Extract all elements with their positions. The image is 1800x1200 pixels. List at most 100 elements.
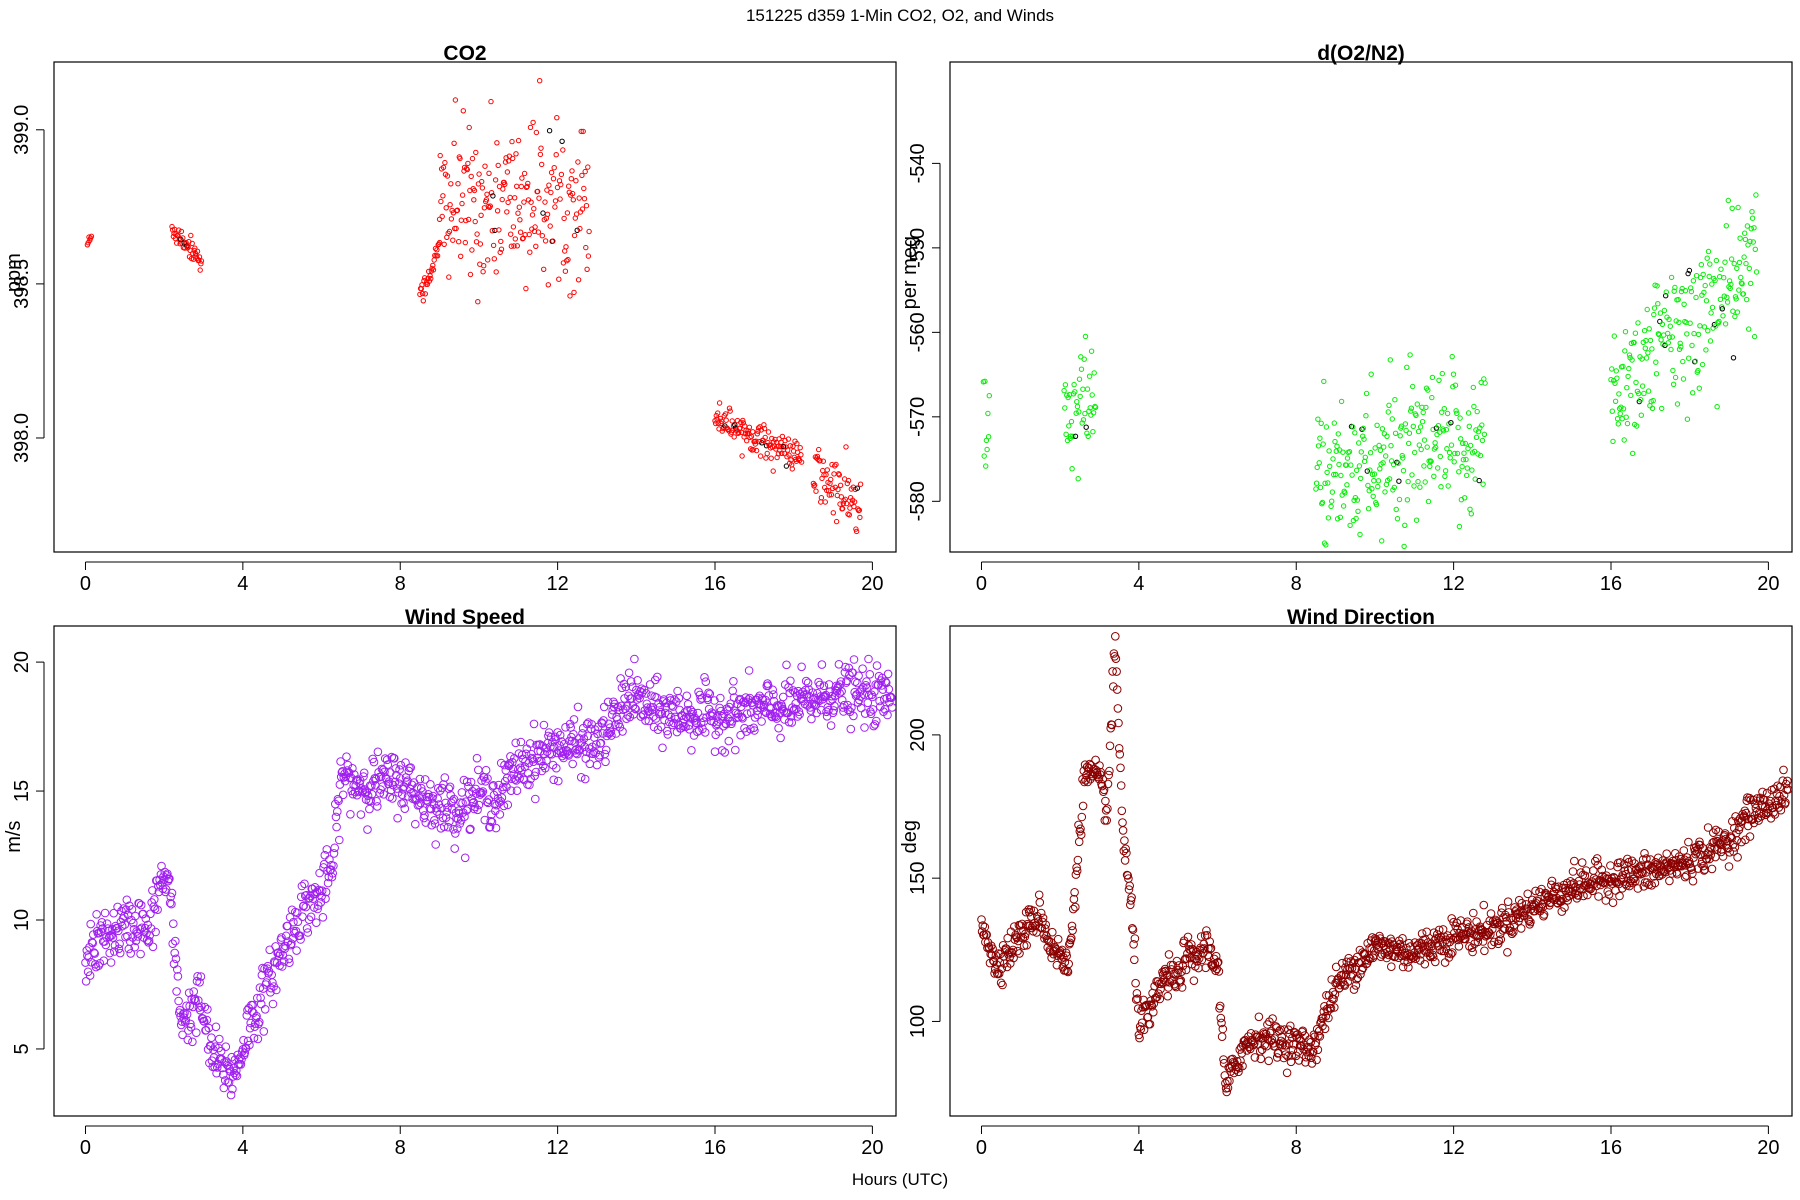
data-point bbox=[422, 275, 428, 281]
data-point bbox=[97, 918, 107, 927]
data-point bbox=[1410, 383, 1416, 390]
data-point bbox=[1062, 382, 1069, 388]
data-point bbox=[837, 482, 844, 488]
data-point bbox=[728, 686, 738, 696]
data-point bbox=[868, 705, 878, 714]
data-point bbox=[1703, 823, 1713, 832]
data-point bbox=[1356, 463, 1363, 469]
data-point bbox=[1466, 423, 1473, 429]
data-point bbox=[1324, 469, 1330, 476]
data-point bbox=[458, 217, 464, 223]
data-point bbox=[342, 752, 351, 762]
data-point bbox=[196, 254, 203, 260]
data-point bbox=[1364, 468, 1371, 474]
data-point bbox=[1421, 437, 1428, 443]
data-point bbox=[613, 715, 622, 724]
x-axis: 0 4 8 12 16 20 bbox=[976, 1125, 1780, 1159]
data-point bbox=[623, 711, 633, 720]
data-point bbox=[135, 925, 145, 934]
data-point bbox=[85, 971, 95, 980]
data-point bbox=[1116, 781, 1126, 790]
data-point bbox=[260, 1005, 270, 1014]
data-point bbox=[774, 723, 783, 733]
data-point bbox=[836, 472, 842, 478]
data-point bbox=[1632, 330, 1639, 336]
data-point bbox=[887, 703, 896, 712]
x-axis-title: Hours (UTC) bbox=[851, 1170, 949, 1189]
data-point bbox=[1315, 1032, 1325, 1041]
data-point bbox=[1462, 440, 1469, 447]
data-point bbox=[272, 985, 281, 995]
data-point bbox=[1560, 903, 1569, 912]
data-point bbox=[718, 420, 724, 427]
data-point bbox=[723, 417, 729, 423]
data-point bbox=[1696, 385, 1703, 391]
data-point bbox=[1461, 450, 1467, 456]
data-point bbox=[1620, 866, 1630, 875]
data-point bbox=[373, 747, 383, 757]
data-point bbox=[571, 232, 578, 239]
data-point bbox=[1708, 310, 1714, 316]
data-point bbox=[1781, 798, 1790, 807]
data-point bbox=[1404, 364, 1410, 370]
data-point bbox=[768, 455, 774, 461]
data-point bbox=[1422, 479, 1428, 485]
data-point bbox=[1110, 652, 1119, 661]
data-point bbox=[830, 485, 836, 492]
data-point bbox=[1084, 386, 1091, 392]
data-point bbox=[573, 702, 583, 712]
data-point bbox=[663, 730, 673, 739]
data-point bbox=[1371, 471, 1378, 477]
data-point bbox=[1387, 357, 1394, 363]
data-point bbox=[874, 680, 883, 690]
y-axis-label: m/s bbox=[3, 821, 25, 853]
data-point bbox=[172, 987, 181, 996]
data-point bbox=[1197, 955, 1207, 965]
x-tick-label: 12 bbox=[1443, 1137, 1465, 1159]
data-point bbox=[567, 293, 573, 299]
data-point bbox=[1367, 467, 1373, 473]
data-point bbox=[1323, 424, 1330, 430]
data-point bbox=[531, 794, 540, 804]
data-point bbox=[489, 781, 498, 790]
data-point bbox=[1740, 291, 1747, 297]
data-point bbox=[1256, 1054, 1266, 1064]
data-point bbox=[819, 681, 829, 691]
data-point bbox=[216, 1046, 226, 1056]
data-point bbox=[1653, 853, 1663, 863]
data-point bbox=[1623, 414, 1629, 420]
data-point bbox=[724, 736, 734, 746]
data-point bbox=[421, 818, 431, 827]
data-point bbox=[817, 458, 823, 464]
data-point bbox=[479, 178, 485, 185]
data-point bbox=[1080, 417, 1087, 423]
data-point bbox=[1147, 1002, 1157, 1011]
data-point bbox=[1772, 800, 1781, 810]
data-point bbox=[1680, 358, 1686, 365]
data-point bbox=[1422, 927, 1431, 937]
data-point bbox=[1068, 418, 1075, 425]
data-point bbox=[1709, 281, 1715, 287]
data-point bbox=[794, 440, 800, 447]
x-tick-label: 4 bbox=[237, 1137, 248, 1159]
data-point bbox=[821, 472, 827, 478]
data-point bbox=[474, 231, 480, 237]
data-point bbox=[1692, 358, 1699, 364]
data-point bbox=[1213, 958, 1222, 968]
data-point bbox=[833, 461, 839, 468]
data-point bbox=[1035, 898, 1045, 907]
data-point bbox=[1651, 305, 1658, 311]
data-point bbox=[191, 247, 197, 254]
data-point bbox=[1662, 849, 1671, 859]
data-point bbox=[826, 492, 832, 498]
data-point bbox=[546, 182, 552, 188]
data-point bbox=[527, 124, 534, 131]
data-point bbox=[1695, 331, 1702, 338]
data-point bbox=[1688, 288, 1695, 295]
data-point bbox=[1659, 405, 1665, 412]
data-point bbox=[1122, 848, 1131, 858]
y-tick-label: 398.5 bbox=[11, 259, 33, 309]
data-point bbox=[1298, 1026, 1308, 1036]
data-point bbox=[440, 773, 450, 782]
data-point bbox=[1745, 832, 1755, 841]
